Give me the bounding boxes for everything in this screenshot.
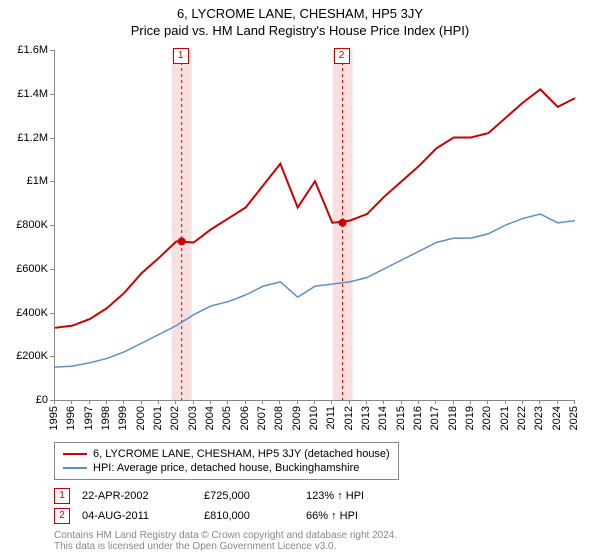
legend-row: HPI: Average price, detached house, Buck… xyxy=(63,461,390,475)
sales-table: 1 22-APR-2002 £725,000 123% ↑ HPI 2 04-AUG-20… xyxy=(54,486,406,526)
x-tick-label: 2001 xyxy=(152,406,164,430)
sale-dot xyxy=(178,237,186,245)
footer-line2: This data is licensed under the Open Gov… xyxy=(54,541,397,552)
legend-row: 6, LYCROME LANE, CHESHAM, HP5 3JY (detac… xyxy=(63,447,390,461)
footer-attribution: Contains HM Land Registry data © Crown c… xyxy=(54,530,397,552)
x-tick-label: 1999 xyxy=(117,406,129,430)
y-tick-label: £600K xyxy=(0,263,48,275)
plot-area xyxy=(54,50,575,401)
chart-title-address: 6, LYCROME LANE, CHESHAM, HP5 3JY xyxy=(0,0,600,21)
x-tick-label: 2015 xyxy=(395,406,407,430)
sale-hpi: 66% ↑ HPI xyxy=(306,510,406,522)
sale-marker-box: 1 xyxy=(173,48,189,64)
x-tick-label: 2009 xyxy=(291,406,303,430)
x-tick-label: 2002 xyxy=(169,406,181,430)
legend-swatch xyxy=(63,467,87,469)
chart-container: 6, LYCROME LANE, CHESHAM, HP5 3JY Price … xyxy=(0,0,600,560)
y-tick-label: £400K xyxy=(0,307,48,319)
sale-marker-box: 2 xyxy=(334,48,350,64)
x-tick-label: 2007 xyxy=(256,406,268,430)
legend-label: HPI: Average price, detached house, Buck… xyxy=(93,462,359,474)
x-tick-label: 2016 xyxy=(412,406,424,430)
x-tick-label: 2013 xyxy=(360,406,372,430)
sale-row: 1 22-APR-2002 £725,000 123% ↑ HPI xyxy=(54,486,406,506)
legend-label: 6, LYCROME LANE, CHESHAM, HP5 3JY (detac… xyxy=(93,448,390,460)
legend-swatch xyxy=(63,453,87,455)
footer-line1: Contains HM Land Registry data © Crown c… xyxy=(54,530,397,541)
x-tick-label: 2021 xyxy=(499,406,511,430)
x-tick-label: 2025 xyxy=(568,406,580,430)
x-tick-label: 2018 xyxy=(447,406,459,430)
x-tick-label: 2006 xyxy=(239,406,251,430)
x-tick-label: 2005 xyxy=(221,406,233,430)
y-tick-label: £1.6M xyxy=(0,44,48,56)
sale-dot xyxy=(339,219,347,227)
x-tick-label: 2003 xyxy=(187,406,199,430)
property-line xyxy=(55,89,575,327)
x-tick-label: 2022 xyxy=(516,406,528,430)
x-tick-label: 2024 xyxy=(551,406,563,430)
sale-row: 2 04-AUG-2011 £810,000 66% ↑ HPI xyxy=(54,506,406,526)
y-tick-label: £1M xyxy=(0,175,48,187)
hpi-line xyxy=(55,214,575,367)
sale-date: 22-APR-2002 xyxy=(82,490,192,502)
x-tick-label: 1998 xyxy=(100,406,112,430)
x-tick-label: 2020 xyxy=(481,406,493,430)
x-tick-label: 2014 xyxy=(377,406,389,430)
plot-svg xyxy=(55,50,575,400)
x-tick-label: 2000 xyxy=(135,406,147,430)
sale-date: 04-AUG-2011 xyxy=(82,510,192,522)
x-tick-label: 2011 xyxy=(325,406,337,430)
y-tick-label: £0 xyxy=(0,394,48,406)
x-tick-label: 2008 xyxy=(273,406,285,430)
x-tick-label: 1997 xyxy=(83,406,95,430)
sale-price: £810,000 xyxy=(204,510,294,522)
x-tick-label: 2012 xyxy=(343,406,355,430)
x-tick-label: 2023 xyxy=(533,406,545,430)
y-tick-label: £1.4M xyxy=(0,88,48,100)
y-tick-label: £200K xyxy=(0,350,48,362)
y-tick-label: £800K xyxy=(0,219,48,231)
sale-hpi: 123% ↑ HPI xyxy=(306,490,406,502)
x-tick-label: 1995 xyxy=(48,406,60,430)
sale-row-marker: 1 xyxy=(54,488,70,504)
chart-title-sub: Price paid vs. HM Land Registry's House … xyxy=(0,21,600,38)
sale-price: £725,000 xyxy=(204,490,294,502)
x-tick-label: 2017 xyxy=(429,406,441,430)
y-tick-label: £1.2M xyxy=(0,132,48,144)
sale-row-marker: 2 xyxy=(54,508,70,524)
x-tick-label: 2010 xyxy=(308,406,320,430)
legend: 6, LYCROME LANE, CHESHAM, HP5 3JY (detac… xyxy=(54,442,399,480)
x-tick-label: 2019 xyxy=(464,406,476,430)
x-tick-label: 1996 xyxy=(65,406,77,430)
x-tick-label: 2004 xyxy=(204,406,216,430)
